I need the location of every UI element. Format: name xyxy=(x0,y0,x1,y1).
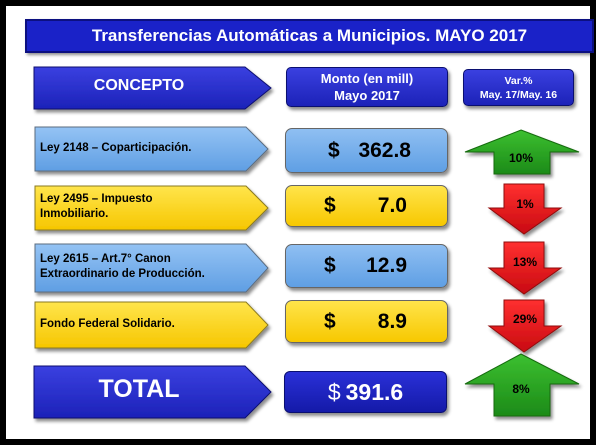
concept-arrow-row-1 xyxy=(34,126,269,172)
total-label: TOTAL xyxy=(98,375,180,403)
concept-arrow-row-3 xyxy=(34,243,269,293)
concept-label-row-2: Ley 2495 – Impuesto Inmobiliario. xyxy=(40,192,240,222)
slide: Transferencias Automáticas a Municipios.… xyxy=(6,6,594,439)
concept-label-row-3: Ley 2615 – Art.7° Canon Extraordinario d… xyxy=(40,252,255,282)
monto-header-line2: Mayo 2017 xyxy=(334,88,400,103)
currency-symbol: $ xyxy=(327,378,341,405)
amount-box-row-2: $ 7.0 xyxy=(285,185,448,227)
concept-arrow-row-4 xyxy=(34,301,269,349)
variation-row-4: 29% xyxy=(512,312,538,326)
variation-header-line2: May. 17/May. 16 xyxy=(479,88,558,101)
amount-value: 12.9 xyxy=(366,254,407,277)
concept-line1: Fondo Federal Solidario. xyxy=(40,318,175,330)
concepto-header-arrow xyxy=(33,66,272,110)
variation-header: Var.% May. 17/May. 16 xyxy=(463,69,574,106)
currency-symbol: $ xyxy=(328,138,340,162)
page-title: Transferencias Automáticas a Municipios.… xyxy=(25,19,594,53)
concept-arrow-row-2 xyxy=(34,185,269,231)
total-arrow xyxy=(33,365,272,419)
currency-symbol: $ xyxy=(324,254,336,277)
currency-symbol: $ xyxy=(324,194,336,217)
monto-header-line1: Monto (en mill) xyxy=(320,71,414,86)
concepto-header-label: CONCEPTO xyxy=(93,77,185,94)
currency-symbol: $ xyxy=(324,309,336,333)
concept-line1: Ley 2148 – Coparticipación. xyxy=(40,142,192,154)
concept-line1: Ley 2615 – Art.7° Canon xyxy=(40,253,171,265)
variation-row-1: 10% xyxy=(508,151,534,165)
amount-box-row-3: $ 12.9 xyxy=(285,244,448,288)
variation-row-2: 1% xyxy=(516,197,534,211)
variation-header-line1: Var.% xyxy=(504,74,533,87)
total-amount-value: 391.6 xyxy=(345,378,404,405)
amount-value: 362.8 xyxy=(358,138,411,162)
concept-line1: Ley 2495 – Impuesto xyxy=(40,193,153,205)
arrow-down-icon xyxy=(487,183,563,235)
arrow-down-icon xyxy=(487,299,563,353)
monto-header: Monto (en mill) Mayo 2017 xyxy=(286,67,448,107)
amount-box-row-4: $ 8.9 xyxy=(285,300,448,343)
amount-box-row-1: $ 362.8 xyxy=(285,128,448,173)
amount-value: 7.0 xyxy=(377,194,407,217)
concept-line2: Inmobiliario. xyxy=(40,208,109,220)
amount-value: 8.9 xyxy=(377,309,407,333)
total-amount-box: $ 391.6 xyxy=(284,371,447,413)
variation-total: 8% xyxy=(512,382,530,396)
concept-line2: Extraordinario de Producción. xyxy=(40,268,205,280)
arrow-up-icon xyxy=(464,353,580,417)
variation-row-3: 13% xyxy=(512,255,538,269)
arrow-up-icon xyxy=(464,129,580,175)
concept-label-row-4: Fondo Federal Solidario. xyxy=(40,317,240,332)
concept-label-row-1: Ley 2148 – Coparticipación. xyxy=(40,141,240,156)
arrow-down-icon xyxy=(487,241,563,295)
